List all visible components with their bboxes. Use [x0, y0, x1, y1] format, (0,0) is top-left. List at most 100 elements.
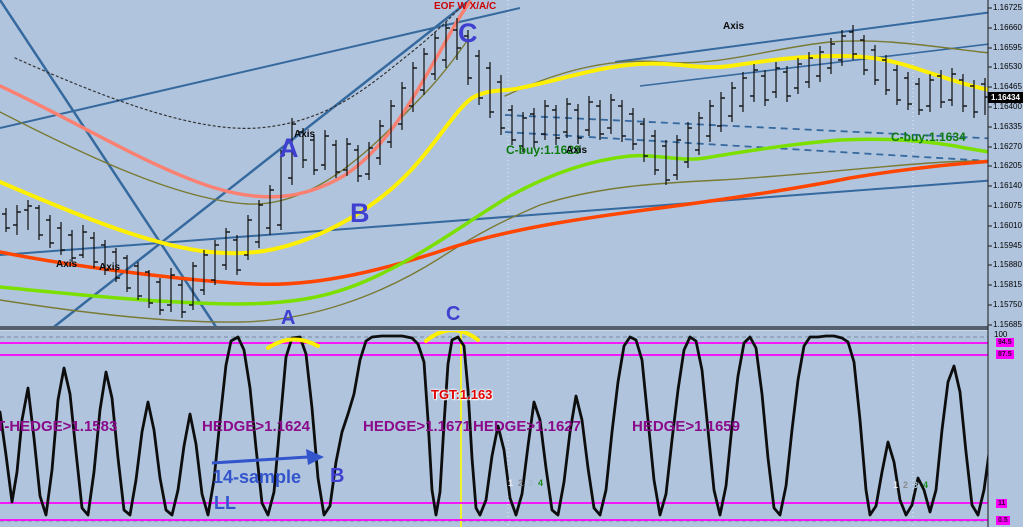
ohlc-bar[interactable]	[35, 205, 43, 240]
ohlc-bar[interactable]	[684, 122, 692, 168]
ohlc-bar[interactable]	[398, 82, 406, 130]
ohlc-bar[interactable]	[519, 112, 527, 152]
ohlc-bar[interactable]	[651, 130, 659, 175]
ohlc-bar[interactable]	[849, 25, 857, 60]
ohlc-bar[interactable]	[915, 78, 923, 115]
pane-separator[interactable]	[0, 326, 1023, 330]
ohlc-bar[interactable]	[211, 240, 219, 285]
ma-salmon[interactable]	[0, 0, 472, 199]
oscillator-line[interactable]	[0, 334, 1023, 517]
ohlc-bar[interactable]	[816, 46, 824, 82]
ohlc-bar[interactable]	[772, 62, 780, 98]
ohlc-bar[interactable]	[145, 270, 153, 308]
ma-green[interactable]	[0, 137, 1023, 306]
ohlc-bar[interactable]	[783, 66, 791, 102]
ohlc-bar[interactable]	[574, 104, 582, 144]
ohlc-bar[interactable]	[607, 94, 615, 134]
ohlc-bar[interactable]	[46, 215, 54, 248]
ohlc-bar[interactable]	[101, 240, 109, 275]
ohlc-bar[interactable]	[90, 232, 98, 268]
ohlc-bar[interactable]	[68, 230, 76, 262]
ohlc-bar[interactable]	[552, 105, 560, 145]
ohlc-bar[interactable]	[277, 150, 285, 230]
ohlc-bar[interactable]	[838, 30, 846, 66]
ohlc-bar[interactable]	[310, 135, 318, 175]
ohlc-bar[interactable]	[134, 262, 142, 300]
ohlc-bar[interactable]	[563, 98, 571, 138]
ohlc-bar[interactable]	[332, 140, 340, 178]
ohlc-bar[interactable]	[497, 75, 505, 135]
ohlc-bar[interactable]	[112, 248, 120, 282]
ohlc-bar[interactable]	[486, 62, 494, 118]
ma-yellow[interactable]	[0, 53, 1023, 256]
ohlc-bar[interactable]	[233, 235, 241, 275]
ohlc-bar[interactable]	[420, 48, 428, 95]
ohlc-bar[interactable]	[893, 65, 901, 105]
ohlc-bar[interactable]	[299, 128, 307, 168]
ohlc-bar[interactable]	[739, 72, 747, 112]
ohlc-bar[interactable]	[343, 138, 351, 176]
trendline[interactable]	[504, 131, 1023, 164]
ma-orange[interactable]	[0, 157, 1023, 287]
ohlc-bar[interactable]	[596, 100, 604, 140]
ohlc-bar[interactable]	[167, 268, 175, 312]
ohlc-bar[interactable]	[706, 100, 714, 142]
trendline[interactable]	[0, 0, 220, 331]
ohlc-bar[interactable]	[959, 74, 967, 112]
trendline[interactable]	[504, 114, 1023, 141]
ohlc-bar[interactable]	[222, 228, 230, 270]
ohlc-bar[interactable]	[79, 225, 87, 258]
dotted-band[interactable]	[14, 9, 459, 129]
ohlc-bar[interactable]	[640, 118, 648, 162]
ohlc-bar[interactable]	[200, 250, 208, 295]
ohlc-bar[interactable]	[860, 35, 868, 75]
ohlc-bar[interactable]	[662, 140, 670, 185]
ohlc-bar[interactable]	[178, 280, 186, 318]
ohlc-bar[interactable]	[717, 92, 725, 132]
ohlc-bar[interactable]	[24, 200, 32, 230]
ohlc-bar[interactable]	[255, 200, 263, 248]
sample-arrow[interactable]	[211, 455, 309, 465]
ohlc-bar[interactable]	[464, 30, 472, 85]
ohlc-bar[interactable]	[244, 215, 252, 260]
ohlc-bar[interactable]	[123, 255, 131, 292]
ohlc-bar[interactable]	[530, 108, 538, 148]
ohlc-bar[interactable]	[585, 96, 593, 136]
ohlc-bar[interactable]	[508, 105, 516, 145]
ohlc-bar[interactable]	[629, 108, 637, 150]
ohlc-bar[interactable]	[970, 80, 978, 118]
ohlc-bar[interactable]	[827, 38, 835, 74]
trendline[interactable]	[0, 177, 1023, 256]
ohlc-bar[interactable]	[13, 205, 21, 235]
trendline[interactable]	[0, 7, 521, 129]
ohlc-bar[interactable]	[937, 70, 945, 108]
trendline[interactable]	[614, 7, 1023, 63]
ohlc-bar[interactable]	[882, 55, 890, 95]
ohlc-bar[interactable]	[409, 62, 417, 112]
band-olive-lower[interactable]	[0, 160, 1023, 323]
band-olive-upper-left[interactable]	[0, 39, 469, 205]
ohlc-bar[interactable]	[266, 185, 274, 235]
ohlc-bar[interactable]	[618, 100, 626, 142]
ohlc-bar[interactable]	[926, 74, 934, 112]
ohlc-bar[interactable]	[57, 222, 65, 255]
ohlc-bar[interactable]	[750, 64, 758, 102]
ohlc-bar[interactable]	[376, 120, 384, 165]
ohlc-bar[interactable]	[387, 100, 395, 148]
ohlc-bar[interactable]	[453, 18, 461, 60]
ohlc-bar[interactable]	[673, 135, 681, 180]
ohlc-bar[interactable]	[948, 68, 956, 106]
ohlc-bar[interactable]	[761, 70, 769, 106]
ohlc-bar[interactable]	[475, 50, 483, 105]
ohlc-bar[interactable]	[189, 262, 197, 310]
ohlc-bar[interactable]	[2, 208, 10, 232]
ohlc-bar[interactable]	[805, 52, 813, 88]
ohlc-bar[interactable]	[728, 82, 736, 122]
ohlc-bar[interactable]	[904, 72, 912, 110]
trendline[interactable]	[49, 0, 471, 331]
ohlc-bar[interactable]	[365, 142, 373, 180]
ohlc-bar[interactable]	[431, 32, 439, 80]
ohlc-bar[interactable]	[871, 45, 879, 85]
ohlc-bar[interactable]	[321, 130, 329, 170]
